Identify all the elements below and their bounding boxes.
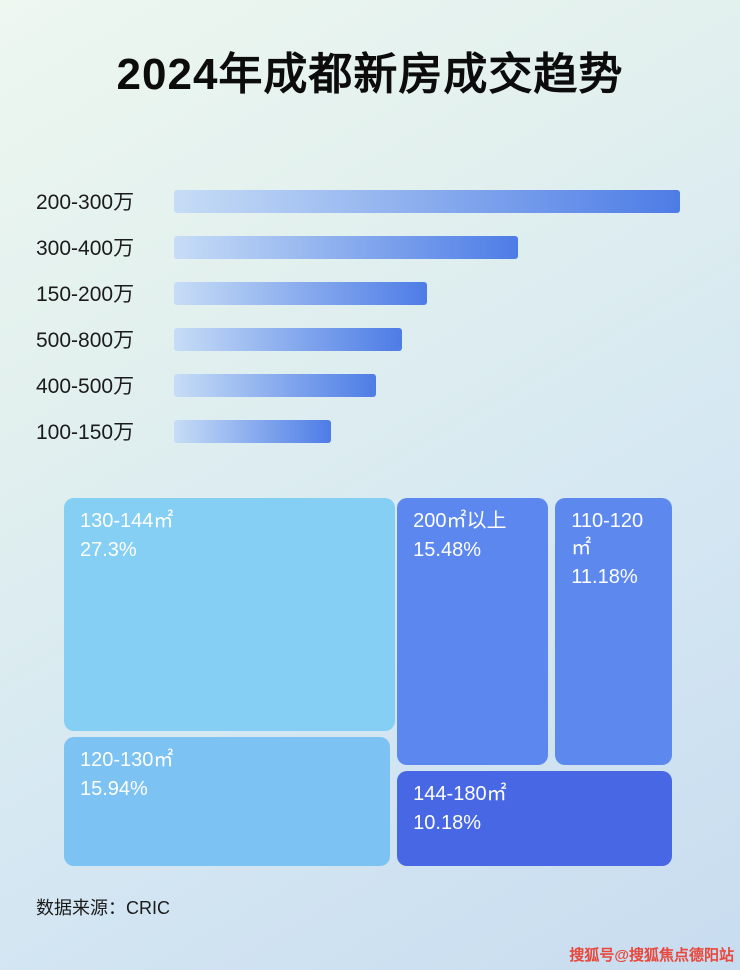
bar <box>174 373 377 397</box>
treemap-block-label: 110-120㎡ <box>571 510 644 559</box>
bar-row: 400-500万 <box>36 362 680 408</box>
bar <box>174 189 680 213</box>
treemap-block-label: 120-130㎡ <box>80 748 174 771</box>
bar-row: 100-150万 <box>36 408 680 454</box>
bar <box>174 235 519 259</box>
treemap-block: 130-144㎡ 27.3% <box>64 498 395 731</box>
bar-track <box>174 373 680 397</box>
bar-track <box>174 281 680 305</box>
bar-category-label: 200-300万 <box>36 191 135 214</box>
treemap-block: 144-180㎡ 10.18% <box>397 771 672 866</box>
treemap-block-label: 200㎡以上 <box>413 510 507 532</box>
watermark-text: 搜狐号@搜狐焦点德阳站 <box>569 947 734 964</box>
bar-category-label: 300-400万 <box>36 237 135 260</box>
bar <box>174 327 402 351</box>
bar <box>174 281 427 305</box>
bar-track <box>174 327 680 351</box>
treemap-block-value: 15.48% <box>413 539 482 561</box>
bar <box>174 419 331 443</box>
page-title: 2024年成都新房成交趋势 <box>116 50 624 99</box>
bar-track <box>174 419 680 443</box>
treemap-block: 110-120㎡ 11.18% <box>555 498 672 765</box>
bar-row: 300-400万 <box>36 224 680 270</box>
treemap-block: 200㎡以上 15.48% <box>397 498 548 765</box>
bar-category-label: 150-200万 <box>36 283 135 306</box>
bar-category-label: 400-500万 <box>36 375 135 398</box>
bar-track <box>174 235 680 259</box>
bar-category-label: 100-150万 <box>36 421 135 444</box>
area-size-treemap: 130-144㎡ 27.3% 200㎡以上 15.48% 110-120㎡ 11.18% 1… <box>64 498 672 866</box>
price-range-bar-chart: 200-300万 300-400万 150-200万 500-800万 400-500万… <box>36 178 680 454</box>
bar-row: 150-200万 <box>36 270 680 316</box>
data-source-text: 数据来源：CRIC <box>36 898 170 918</box>
bar-row: 200-300万 <box>36 178 680 224</box>
treemap-block-value: 15.94% <box>80 777 148 800</box>
treemap-block-value: 11.18% <box>571 566 638 588</box>
bar-track <box>174 189 680 213</box>
treemap-block-label: 144-180㎡ <box>413 783 507 806</box>
treemap-block-value: 10.18% <box>413 812 482 835</box>
treemap-block-label: 130-144㎡ <box>80 510 174 532</box>
treemap-block-value: 27.3% <box>80 539 137 561</box>
bar-category-label: 500-800万 <box>36 329 135 352</box>
bar-row: 500-800万 <box>36 316 680 362</box>
treemap-block: 120-130㎡ 15.94% <box>64 736 390 866</box>
